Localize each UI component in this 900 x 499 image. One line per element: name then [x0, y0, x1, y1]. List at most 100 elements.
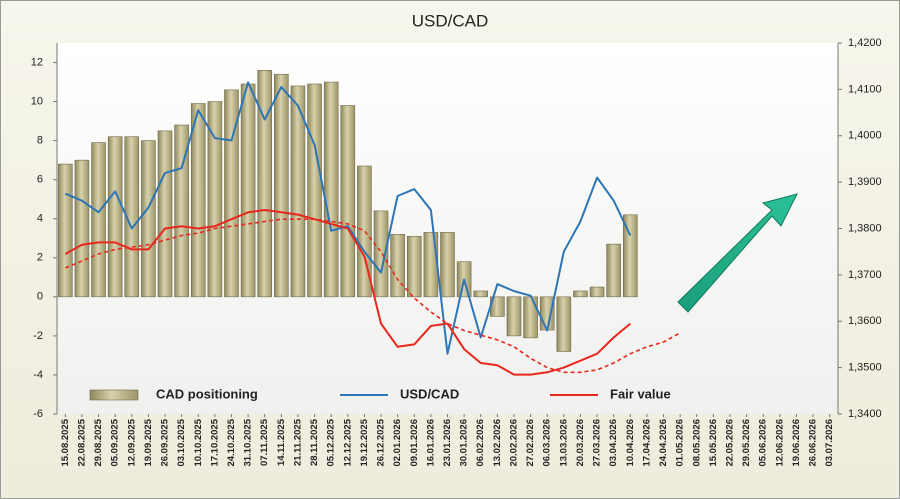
x-tick-label: 15.05.2026: [708, 419, 719, 467]
legend-label: USD/CAD: [400, 386, 459, 401]
x-tick-label: 08.05.2026: [691, 419, 702, 467]
legend-swatch: [89, 389, 139, 401]
x-tick-label: 28.11.2025: [309, 418, 320, 466]
x-tick-label: 10.04.2026: [625, 419, 636, 467]
legend-label: Fair value: [610, 386, 671, 401]
x-tick-label: 05.09.2025: [110, 418, 121, 466]
bar: [357, 165, 372, 298]
x-tick-label: 19.09.2025: [143, 418, 154, 466]
x-tick-label: 05.12.2025: [326, 418, 337, 466]
bar: [207, 101, 223, 298]
line: [64, 81, 632, 355]
x-tick-label: 19.12.2025: [359, 418, 370, 466]
y-tick-label: 10: [31, 95, 43, 107]
plot-area: [57, 43, 838, 414]
x-tick-label: 21.11.2025: [292, 418, 303, 466]
bar: [323, 81, 339, 298]
x-tick-label: 20.02.2026: [508, 419, 519, 467]
x-tick-label: 26.09.2025: [160, 418, 171, 466]
bar: [573, 290, 588, 298]
x-tick-label: 26.12.2025: [376, 418, 387, 466]
bar: [190, 103, 206, 298]
y2-tick-label: 1,4200: [848, 37, 882, 49]
x-tick-label: 17.04.2026: [641, 419, 652, 467]
bar: [58, 163, 73, 298]
x-tick-label: 24.04.2026: [658, 419, 669, 467]
x-tick-label: 02.01.2026: [392, 419, 403, 467]
bar: [107, 136, 123, 298]
y2-tick-label: 1,4100: [848, 83, 882, 95]
y2-tick-label: 1,3700: [848, 269, 882, 281]
x-tick-label: 06.03.2026: [542, 419, 553, 467]
x-tick-label: 30.01.2026: [459, 419, 470, 467]
x-tick-label: 01.05.2026: [675, 419, 686, 467]
x-tick-label: 12.06.2026: [774, 419, 785, 467]
y2-tick-label: 1,3400: [848, 408, 882, 420]
x-tick-label: 05.06.2026: [758, 419, 769, 467]
x-tick-label: 17.10.2025: [209, 418, 220, 466]
bar: [523, 296, 538, 339]
y-tick-label: 12: [31, 56, 43, 68]
legend-label: CAD positioning: [156, 386, 258, 401]
x-tick-label: 16.01.2026: [425, 419, 436, 467]
x-tick-label: 07.11.2025: [259, 418, 270, 466]
bar: [307, 83, 322, 298]
bar: [539, 296, 555, 331]
bar: [440, 232, 455, 298]
bar: [390, 234, 405, 298]
x-tick-label: 27.02.2026: [525, 419, 536, 467]
x-tick-label: 24.10.2025: [226, 418, 237, 466]
bar: [340, 105, 356, 298]
bar: [141, 140, 156, 298]
y-tick-label: 0: [37, 291, 43, 303]
y-tick-label: 8: [37, 135, 43, 147]
x-tick-label: 14.11.2025: [276, 418, 287, 466]
y2-tick-label: 1,3600: [848, 315, 882, 327]
x-tick-label: 26.06.2026: [808, 419, 819, 467]
x-tick-label: 27.03.2026: [592, 419, 603, 467]
y-tick-label: -4: [33, 369, 43, 381]
bar: [124, 136, 140, 298]
bar: [473, 290, 489, 298]
trend-arrow: [677, 193, 798, 313]
y2-tick-label: 1,3900: [848, 176, 882, 188]
y-tick-label: -6: [33, 408, 43, 420]
bar: [589, 286, 605, 298]
x-tick-label: 09.01.2026: [409, 419, 420, 467]
bar: [224, 89, 239, 298]
y2-tick-label: 1,3800: [848, 222, 882, 234]
x-tick-label: 12.09.2025: [126, 418, 137, 466]
bar: [91, 142, 106, 298]
x-tick-label: 20.03.2026: [575, 419, 586, 467]
x-tick-label: 19.06.2026: [791, 419, 802, 467]
bar: [373, 210, 389, 298]
bar: [506, 296, 522, 337]
x-tick-label: 22.08.2025: [76, 418, 87, 466]
x-tick-label: 29.08.2025: [93, 418, 104, 466]
x-tick-label: 15.08.2025: [60, 418, 71, 466]
y2-tick-label: 1,4000: [848, 130, 882, 142]
bar: [74, 159, 90, 298]
x-tick-label: 06.02.2026: [475, 419, 486, 467]
line: [64, 209, 631, 376]
bar: [257, 70, 272, 298]
bar: [157, 130, 173, 298]
x-tick-label: 03.10.2025: [176, 418, 187, 466]
y2-tick-label: 1,3500: [848, 362, 882, 374]
bar: [240, 83, 256, 298]
x-tick-label: 12.12.2025: [342, 418, 353, 466]
x-tick-label: 31.10.2025: [243, 418, 254, 466]
bar: [556, 296, 572, 352]
bar: [606, 243, 621, 298]
bar: [174, 124, 189, 298]
x-tick-label: 29.05.2026: [741, 419, 752, 467]
x-tick-label: 22.05.2026: [725, 419, 736, 467]
bar: [623, 214, 638, 298]
x-tick-label: 13.03.2026: [558, 419, 569, 467]
x-tick-label: 23.01.2026: [442, 419, 453, 467]
x-tick-label: 03.07.2026: [824, 419, 835, 467]
y-tick-label: 4: [37, 213, 43, 225]
bar: [423, 232, 439, 298]
dashed-line: [64, 218, 681, 374]
